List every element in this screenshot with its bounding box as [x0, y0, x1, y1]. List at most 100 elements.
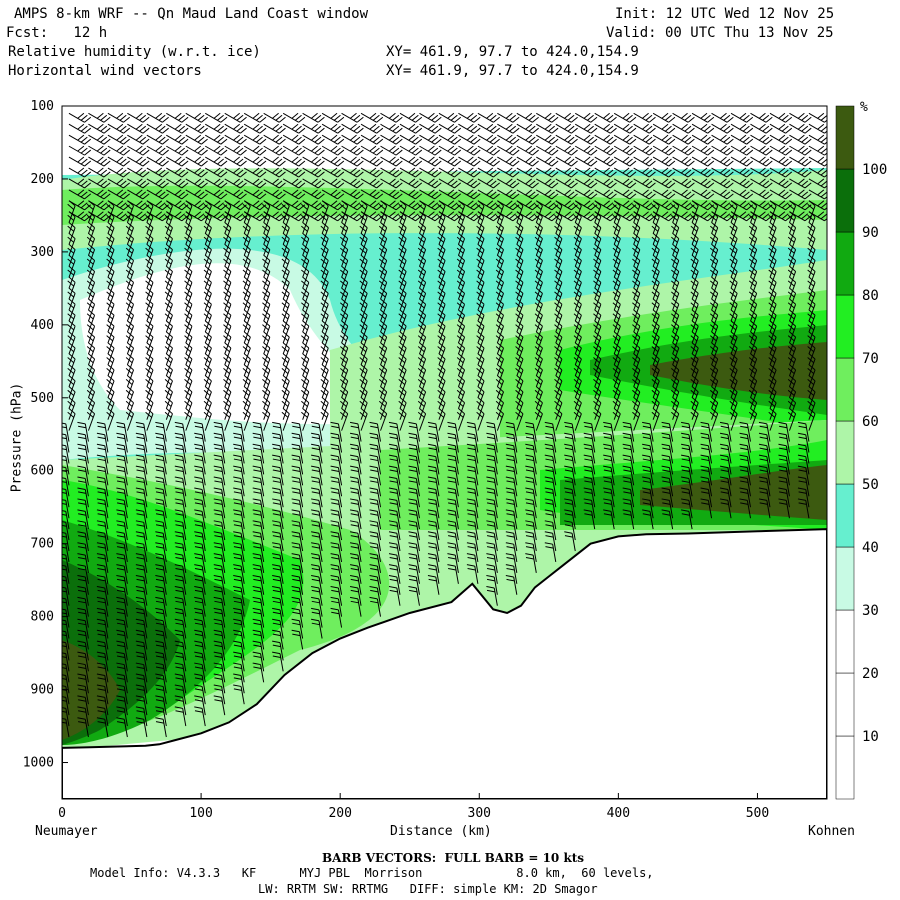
barb-flag: [84, 171, 92, 178]
barb-flag: [97, 491, 106, 494]
barb-flag: [155, 178, 163, 185]
barb-flag: [145, 280, 152, 287]
barb-flag: [146, 309, 154, 316]
wind-barb: [166, 134, 189, 145]
barb-flag: [78, 436, 87, 440]
barb-staff: [84, 708, 89, 727]
wind-barb: [77, 531, 89, 552]
wind-barb: [88, 189, 111, 200]
barb-staff: [146, 178, 163, 189]
barb-staff: [65, 456, 70, 475]
wind-barb: [135, 585, 148, 606]
wind-barb: [166, 112, 189, 123]
barb-flag: [125, 225, 133, 232]
barb-flag: [145, 203, 152, 210]
barb-flag: [107, 353, 115, 360]
barb-staff: [65, 664, 70, 683]
barb-flag: [135, 717, 144, 720]
barb-flag: [136, 622, 145, 626]
barb-flag: [116, 524, 126, 527]
barb-flag: [67, 214, 75, 221]
barb-flag: [116, 622, 126, 626]
wind-barb: [146, 112, 169, 123]
wind-barb: [116, 432, 128, 453]
barb-flag: [106, 411, 114, 418]
wind-barb: [62, 455, 70, 475]
barb-flag: [106, 269, 114, 276]
barb-flag: [135, 520, 144, 523]
barb-flag: [68, 386, 76, 393]
barb-flag: [88, 309, 95, 316]
barb-staff: [143, 576, 148, 595]
barb-flag: [142, 149, 150, 156]
barb-flag: [77, 596, 86, 600]
barb-flag: [100, 147, 108, 154]
barb-flag: [155, 167, 163, 174]
barb-flag: [88, 408, 95, 415]
wind-barb: [116, 629, 128, 650]
barb-flag: [116, 662, 125, 666]
barb-flag: [62, 597, 66, 600]
barb-flag: [146, 200, 154, 207]
barb-staff: [84, 544, 89, 563]
barb-flag: [116, 644, 126, 648]
barb-flag: [146, 320, 154, 327]
barb-flag: [146, 276, 154, 283]
barb-flag: [80, 180, 88, 187]
wind-barb: [77, 662, 89, 683]
barb-flag: [145, 214, 152, 221]
barb-flag: [123, 149, 131, 156]
barb-flag: [88, 353, 95, 360]
barb-flag: [107, 320, 115, 327]
barb-flag: [77, 487, 86, 490]
wind-barb: [96, 454, 109, 475]
barb-flag: [116, 699, 126, 702]
wind-barb: [135, 717, 148, 738]
barb-flag: [86, 291, 94, 298]
barb-staff: [104, 631, 109, 650]
barb-flag: [103, 127, 111, 134]
barb-staff: [143, 445, 148, 464]
barb-flag: [68, 364, 76, 371]
barb-staff: [123, 500, 128, 519]
barb-flag: [77, 673, 86, 676]
wind-barb: [86, 408, 96, 431]
wind-barb: [96, 443, 109, 464]
barb-flag: [103, 182, 111, 189]
barb-flag: [103, 193, 111, 200]
barb-flag: [62, 426, 67, 429]
barb-flag: [62, 437, 67, 440]
barb-flag: [136, 546, 145, 549]
barb-staff: [166, 167, 183, 178]
barb-flag: [78, 666, 87, 669]
barb-staff: [143, 533, 148, 552]
barb-flag: [103, 171, 111, 178]
barb-flag: [62, 575, 66, 578]
barb-flag: [78, 633, 87, 637]
barb-staff: [123, 456, 128, 475]
barb-flag: [145, 291, 152, 298]
barb-staff: [146, 413, 154, 431]
barb-flag: [77, 200, 85, 207]
barb-staff: [104, 555, 109, 573]
wind-barb: [62, 499, 70, 519]
barb-flag: [136, 688, 145, 691]
barb-flag: [127, 200, 134, 207]
barb-flag: [77, 629, 86, 633]
barb-staff: [127, 112, 144, 123]
barb-flag: [116, 629, 125, 633]
barb-staff: [146, 156, 163, 167]
barb-flag: [96, 673, 105, 676]
barb-flag: [78, 491, 87, 494]
barb-flag: [116, 640, 125, 644]
barb-flag: [125, 236, 133, 243]
barb-flag: [62, 535, 67, 538]
wind-barb: [96, 618, 109, 639]
barb-staff: [65, 423, 70, 442]
barb-staff: [127, 156, 144, 167]
wind-barb: [77, 487, 89, 508]
barb-flag: [181, 182, 189, 189]
barb-staff: [123, 609, 128, 628]
barb-flag: [136, 589, 145, 593]
barb-flag: [116, 575, 125, 578]
